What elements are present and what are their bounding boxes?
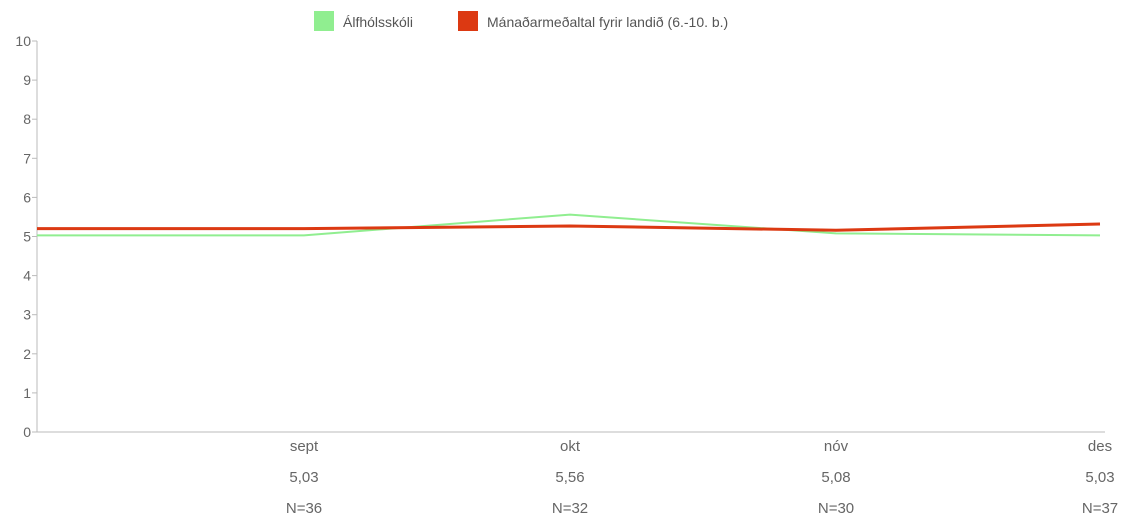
n-label-des: N=37	[1082, 500, 1118, 517]
y-tick-label: 10	[15, 33, 31, 49]
legend-label-alfholsskoli: Álfhólsskóli	[343, 14, 413, 30]
n-label-nov: N=30	[818, 500, 854, 517]
y-tick-label: 7	[23, 150, 31, 166]
series-line-alfholsskoli	[37, 213, 1101, 237]
y-tick-label: 0	[23, 424, 31, 440]
y-tick-label: 2	[23, 346, 31, 362]
legend-swatch-alfholsskoli	[314, 11, 334, 31]
y-tick-label: 3	[23, 307, 31, 323]
value-label-des: 5,03	[1085, 469, 1114, 486]
value-label-nov: 5,08	[821, 469, 850, 486]
legend-swatch-national-average	[458, 11, 478, 31]
y-tick-label: 1	[23, 385, 31, 401]
y-tick-label: 6	[23, 189, 31, 205]
series-layer	[37, 213, 1101, 237]
legend: Álfhólsskóli Mánaðarmeðaltal fyrir landi…	[314, 11, 728, 31]
x-tick-label-sept: sept	[290, 438, 319, 455]
y-ticks: 0 1 2 3 4 5 6 7 8 9 10	[15, 33, 37, 440]
x-tick-label-nov: nóv	[824, 438, 849, 455]
series-line-national-average	[37, 222, 1101, 232]
y-tick-label: 5	[23, 229, 31, 245]
y-tick-label: 9	[23, 72, 31, 88]
n-label-sept: N=36	[286, 500, 322, 517]
legend-label-national-average: Mánaðarmeðaltal fyrir landið (6.-10. b.)	[487, 14, 728, 30]
value-label-sept: 5,03	[289, 469, 318, 486]
x-tick-label-des: des	[1088, 438, 1112, 455]
value-label-okt: 5,56	[555, 469, 584, 486]
y-tick-label: 4	[23, 268, 31, 284]
x-tick-label-okt: okt	[560, 438, 581, 455]
y-tick-label: 8	[23, 111, 31, 127]
n-label-okt: N=32	[552, 500, 588, 517]
x-axis-labels: sept okt nóv des 5,03 5,56 5,08 5,03 N=3…	[286, 438, 1118, 517]
